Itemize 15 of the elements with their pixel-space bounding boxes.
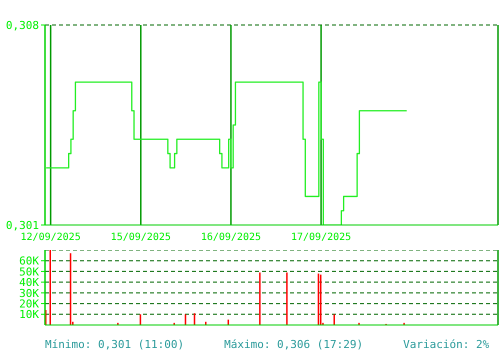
y-tick-label: 40K xyxy=(19,276,40,290)
x-tick-label: 15/09/2025 xyxy=(110,232,171,244)
x-tick-label: 12/09/2025 xyxy=(20,232,81,244)
x-tick-label: 16/09/2025 xyxy=(200,232,262,244)
text: Máximo: 0,306 (17:29) xyxy=(224,338,364,351)
text: Mínimo: 0,301 (11:00) xyxy=(45,338,184,351)
x-tick-label: 17/09/2025 xyxy=(290,232,352,244)
y-tick-label: 10K xyxy=(19,308,40,322)
y-tick-label: 30K xyxy=(19,286,40,300)
y-tick-label: 20K xyxy=(19,297,40,310)
y-tick-label: 60K xyxy=(19,254,40,268)
text: Variación: 2% xyxy=(403,338,490,351)
y-tick-label: 50K xyxy=(19,265,40,278)
y-tick-label: 0,301 xyxy=(6,218,39,232)
y-tick-label: 0,308 xyxy=(6,18,39,32)
